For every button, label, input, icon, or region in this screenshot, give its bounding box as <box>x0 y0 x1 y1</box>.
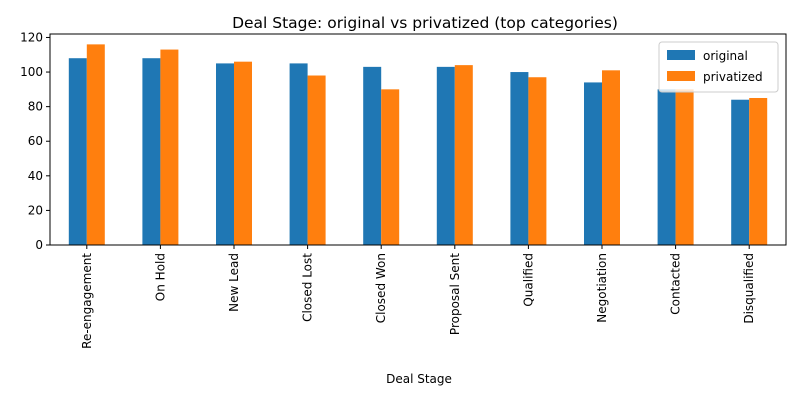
x-tick-label: Proposal Sent <box>448 253 462 335</box>
bar-original-3 <box>289 63 308 245</box>
x-axis-label: Deal Stage <box>386 372 452 386</box>
bar-privatized-7 <box>602 70 620 245</box>
bar-original-8 <box>657 89 676 245</box>
y-tick-label: 80 <box>28 100 43 114</box>
legend-swatch-original <box>667 50 695 60</box>
chart-title: Deal Stage: original vs privatized (top … <box>232 14 618 32</box>
bar-original-7 <box>584 82 602 245</box>
y-tick-label: 20 <box>28 203 43 217</box>
x-tick-label: New Lead <box>227 253 241 312</box>
bar-original-5 <box>436 66 455 245</box>
y-tick-label: 0 <box>35 238 43 252</box>
bar-original-1 <box>142 58 161 245</box>
y-tick-label: 120 <box>20 30 43 44</box>
x-tick-label: Closed Lost <box>301 253 315 322</box>
x-tick-label: Disqualified <box>742 253 756 324</box>
bar-original-6 <box>510 72 529 245</box>
bar-privatized-6 <box>528 77 547 245</box>
y-tick-label: 100 <box>20 65 43 79</box>
bar-privatized-1 <box>160 49 179 245</box>
bar-privatized-8 <box>675 89 694 245</box>
bar-privatized-0 <box>86 44 105 246</box>
bar-privatized-4 <box>381 89 400 245</box>
x-tick-label: Closed Won <box>374 253 388 323</box>
x-tick-label: Contacted <box>669 253 683 315</box>
x-tick-label: Negotiation <box>595 253 609 323</box>
bar-privatized-9 <box>749 97 768 245</box>
legend-swatch-privatized <box>667 71 695 81</box>
legend: original privatized <box>658 41 779 93</box>
x-tick-label: Re-engagement <box>80 253 94 349</box>
x-tick-label: On Hold <box>153 253 167 301</box>
x-tick-label: Qualified <box>521 253 535 307</box>
bar-original-0 <box>68 58 87 245</box>
y-tick-label: 60 <box>28 134 43 148</box>
bar-privatized-2 <box>234 61 252 245</box>
plot-area: 0 20 40 60 80 100 120 Re-engagement On Hold New L… <box>20 30 787 349</box>
bar-original-2 <box>216 63 234 245</box>
y-tick-label: 40 <box>28 169 43 183</box>
legend-label-privatized: privatized <box>703 70 763 84</box>
bar-original-4 <box>363 66 382 245</box>
plot-frame <box>49 33 787 246</box>
bar-original-9 <box>731 99 750 245</box>
legend-label-original: original <box>703 49 748 63</box>
bar-privatized-5 <box>454 65 473 245</box>
bar-privatized-3 <box>307 75 326 245</box>
